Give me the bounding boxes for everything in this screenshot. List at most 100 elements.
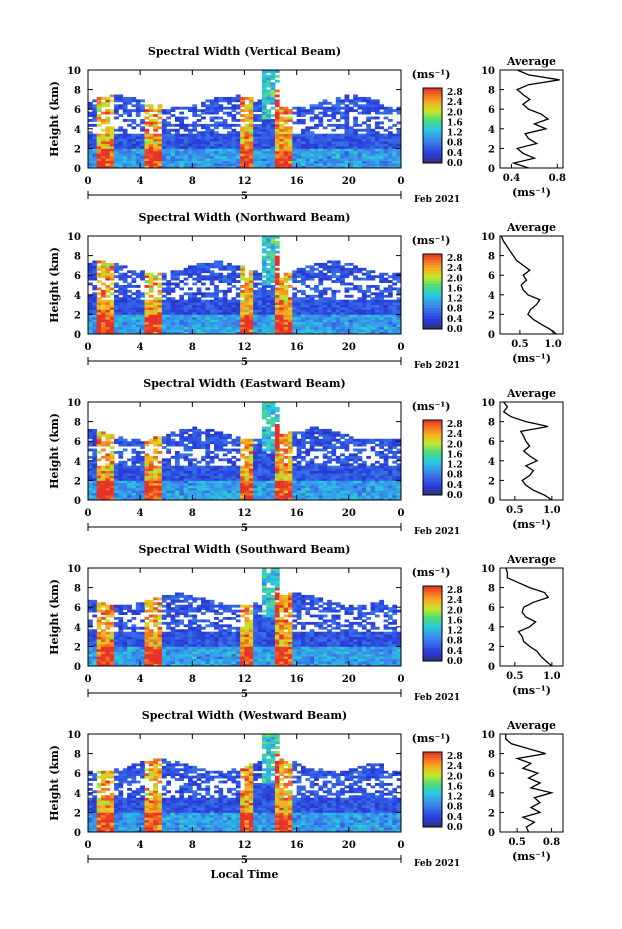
heatmap-cell	[183, 443, 189, 447]
heatmap-cell	[105, 153, 111, 157]
heatmap-cell	[327, 465, 332, 469]
heatmap-cell	[148, 165, 154, 169]
heatmap-cell	[122, 299, 128, 303]
average-title: Average	[506, 221, 556, 234]
heatmap-cell	[187, 143, 193, 147]
heatmap-cell	[392, 309, 398, 313]
heatmap-cell	[253, 272, 258, 276]
heatmap-cell	[361, 133, 367, 137]
heatmap-cell	[383, 277, 389, 281]
heatmap-cell	[92, 143, 98, 147]
heatmap-cell	[231, 302, 237, 305]
colorbar-swatch	[423, 262, 442, 266]
heatmap-cell	[327, 326, 332, 330]
heatmap-cell	[231, 441, 237, 445]
heatmap-cell	[240, 309, 245, 313]
heatmap-cell	[209, 111, 215, 115]
heatmap-cell	[105, 289, 111, 293]
heatmap-cell	[114, 141, 119, 144]
heatmap-cell	[366, 138, 371, 142]
heatmap-cell	[231, 477, 237, 481]
heatmap-cell	[357, 285, 363, 288]
x-tick-label: 4	[137, 176, 144, 187]
heatmap-cell	[105, 319, 111, 323]
heatmap-cell	[318, 497, 324, 501]
heatmap-cell	[192, 324, 198, 328]
heatmap-cell	[170, 321, 176, 325]
heatmap-cell	[379, 136, 385, 139]
heatmap-cell	[240, 453, 245, 457]
heatmap-cell	[248, 311, 254, 315]
heatmap-cell	[235, 485, 241, 489]
heatmap-cell	[266, 414, 271, 418]
heatmap-cell	[253, 155, 258, 159]
heatmap-cell	[366, 136, 371, 139]
heatmap-cell	[261, 114, 267, 117]
heatmap-cell	[144, 138, 150, 142]
heatmap-cell	[261, 165, 267, 169]
heatmap-cell	[166, 165, 171, 169]
heatmap-cell	[287, 321, 293, 325]
heatmap-cell	[327, 441, 332, 445]
heatmap-cell	[296, 326, 302, 330]
heatmap-cell	[335, 138, 341, 142]
heatmap-cell	[348, 455, 354, 459]
heatmap-cell	[214, 153, 219, 157]
heatmap-cell	[353, 148, 358, 152]
heatmap-cell	[140, 316, 145, 320]
heatmap-cell	[361, 267, 367, 271]
heatmap-cell	[92, 104, 98, 108]
heatmap-cell	[348, 475, 354, 479]
date-label: Feb 2021	[414, 195, 460, 205]
heatmap-cell	[309, 473, 315, 476]
heatmap-cell	[161, 289, 167, 293]
heatmap-cell	[314, 487, 319, 491]
heatmap-cell	[127, 123, 132, 127]
heatmap-cell	[179, 165, 185, 169]
heatmap-cell	[261, 477, 267, 481]
heatmap-cell	[157, 299, 163, 303]
heatmap-cell	[244, 324, 250, 328]
average-y-tick-label: 4	[488, 125, 495, 136]
heatmap-cell	[131, 133, 137, 137]
heatmap-cell	[261, 331, 267, 335]
heatmap-cell	[366, 101, 371, 105]
heatmap-cell	[327, 136, 332, 139]
heatmap-cell	[227, 329, 232, 332]
heatmap-cell	[131, 316, 137, 320]
heatmap-cell	[88, 275, 93, 279]
heatmap-cell	[157, 307, 163, 310]
heatmap-cell	[227, 262, 232, 266]
heatmap-cell	[283, 150, 289, 154]
heatmap-cell	[227, 143, 232, 147]
heatmap-cell	[309, 448, 315, 452]
heatmap-cell	[101, 448, 106, 452]
heatmap-cell	[270, 92, 276, 95]
heatmap-cell	[327, 265, 332, 269]
heatmap-cell	[88, 487, 93, 491]
heatmap-cell	[344, 311, 350, 315]
heatmap-cell	[118, 460, 124, 464]
heatmap-cell	[283, 314, 289, 318]
heatmap-cell	[231, 136, 237, 139]
heatmap-cell	[353, 265, 358, 269]
heatmap-cell	[209, 314, 215, 318]
heatmap-cell	[187, 446, 193, 449]
heatmap-cell	[335, 495, 341, 498]
heatmap-cell	[187, 109, 193, 113]
heatmap-cell	[235, 153, 241, 157]
heatmap-cell	[109, 309, 115, 313]
heatmap-cell	[135, 455, 141, 459]
heatmap-cell	[301, 111, 306, 115]
heatmap-cell	[227, 131, 232, 135]
heatmap-cell	[301, 277, 306, 281]
heatmap-cell	[179, 299, 185, 303]
heatmap-cell	[231, 141, 237, 144]
heatmap-cell	[101, 324, 106, 328]
heatmap-cell	[192, 477, 198, 481]
heatmap-cell	[392, 326, 398, 330]
heatmap-cell	[361, 272, 367, 276]
heatmap-cell	[274, 485, 280, 489]
heatmap-cell	[335, 302, 341, 305]
heatmap-cell	[396, 155, 402, 159]
